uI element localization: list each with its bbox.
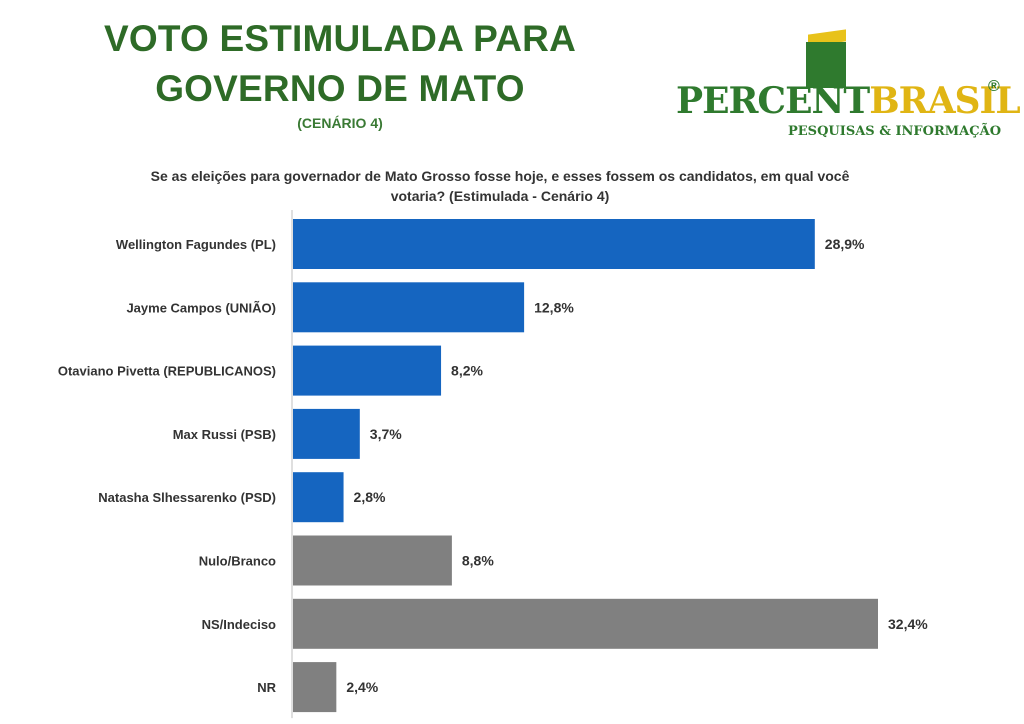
- survey-question-line-1: Se as eleições para governador de Mato G…: [150, 168, 850, 184]
- survey-question-line-2: votaria? (Estimulada - Cenário 4): [390, 188, 610, 204]
- logo-wordmark-part1: PERCENT: [676, 80, 870, 122]
- logo-registered-mark: ®: [988, 78, 1000, 95]
- category-label-6: NS/Indeciso: [202, 617, 276, 632]
- percentbrasil-logo: PERCENTBRASIL ® PESQUISAS & INFORMAÇÃO: [670, 28, 1021, 148]
- category-label-5: Nulo/Branco: [199, 554, 276, 569]
- bar-2: [293, 345, 442, 396]
- logo-wordmark: PERCENTBRASIL: [676, 80, 1021, 122]
- category-label-4: Natasha Slhessarenko (PSD): [98, 490, 276, 505]
- category-label-2: Otaviano Pivetta (REPUBLICANOS): [58, 364, 276, 379]
- bar-7: [293, 662, 337, 713]
- chart-title-line-1: VOTO ESTIMULADA PARA: [104, 18, 576, 59]
- value-label-0: 28,9%: [825, 236, 865, 252]
- value-label-3: 3,7%: [370, 426, 402, 442]
- category-label-1: Jayme Campos (UNIÃO): [126, 300, 276, 315]
- value-label-2: 8,2%: [451, 363, 483, 379]
- logo-tagline: PESQUISAS & INFORMAÇÃO: [788, 124, 1002, 139]
- bar-3: [293, 408, 360, 459]
- category-label-3: Max Russi (PSB): [173, 427, 276, 442]
- value-label-1: 12,8%: [534, 299, 574, 315]
- value-label-4: 2,8%: [354, 489, 386, 505]
- bar-0: [293, 219, 815, 269]
- chart-title-line-2: GOVERNO DE MATO: [155, 68, 525, 109]
- survey-question: Se as eleições para governador de Mato G…: [80, 166, 920, 206]
- chart-subtitle: (CENÁRIO 4): [297, 115, 383, 131]
- value-label-6: 32,4%: [888, 616, 928, 632]
- category-label-7: NR: [257, 680, 276, 695]
- bar-chart: Wellington Fagundes (PL) 28,9% Jayme Campo…: [58, 210, 928, 719]
- value-label-5: 8,8%: [462, 553, 494, 569]
- bar-6: [293, 598, 878, 649]
- bar-4: [293, 472, 344, 523]
- logo-wordmark-part2: BRASIL: [869, 80, 1020, 122]
- logo-flag-green-block: [806, 42, 846, 88]
- bar-1: [293, 282, 525, 333]
- bar-5: [293, 535, 452, 586]
- value-label-7: 2,4%: [346, 679, 378, 695]
- category-label-0: Wellington Fagundes (PL): [116, 237, 276, 252]
